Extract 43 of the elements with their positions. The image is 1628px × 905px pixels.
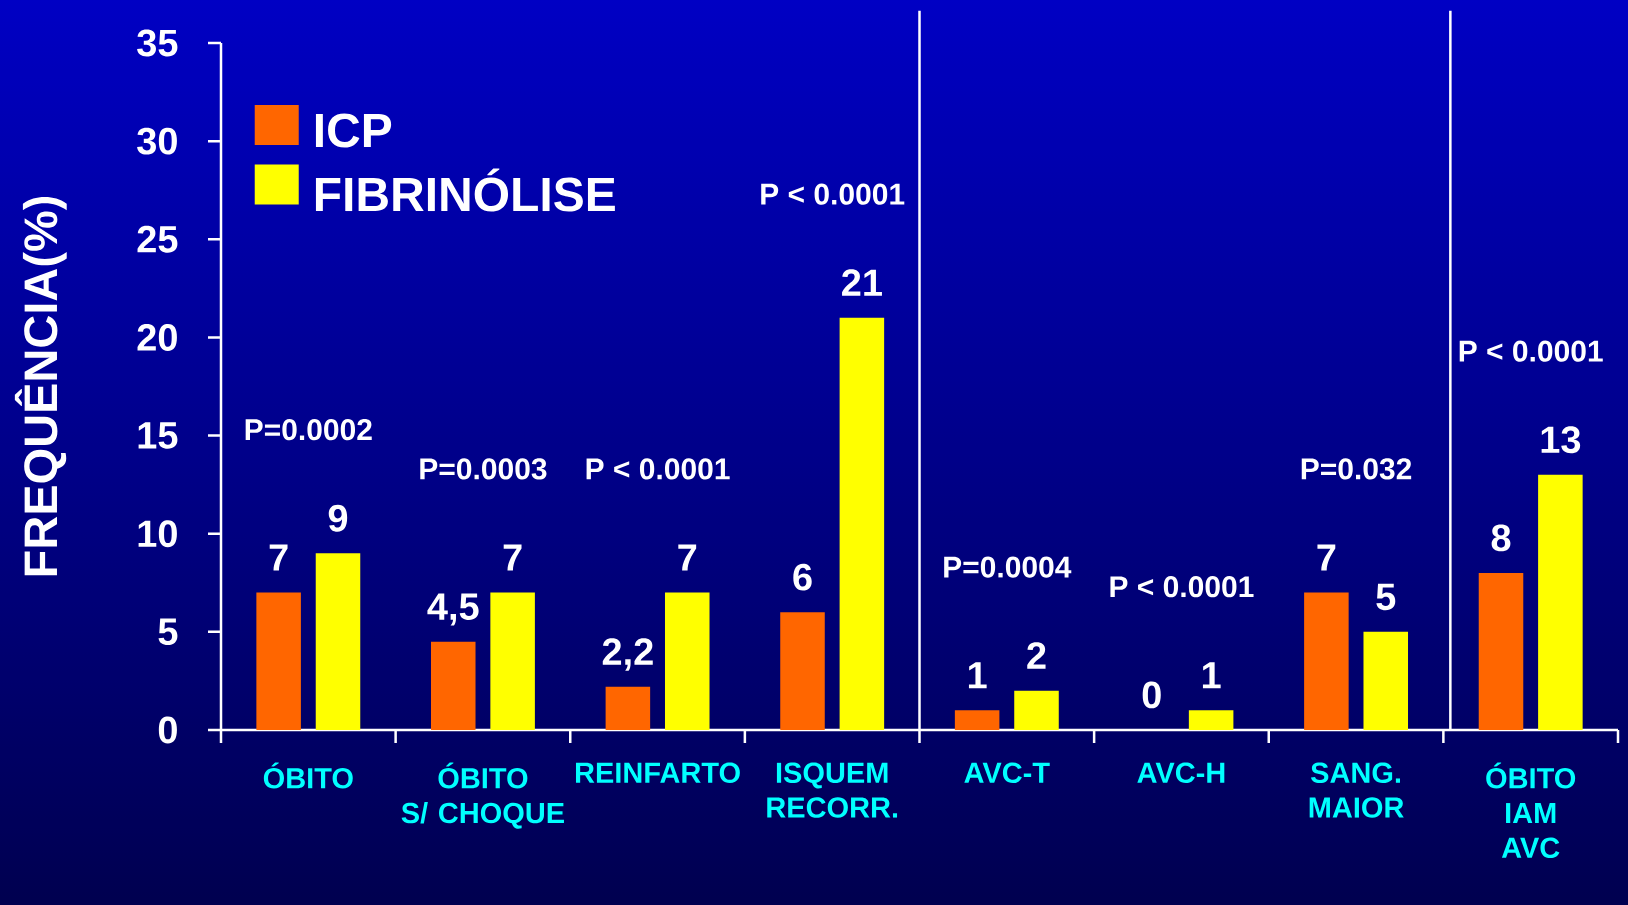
legend-label: FIBRINÓLISE: [315, 168, 615, 212]
annotation: P=0.032: [1301, 458, 1412, 480]
x-tick-label: AVC-H: [1137, 762, 1225, 784]
annotation: P < 0.0001: [586, 458, 730, 480]
annotation: P < 0.0001: [1459, 340, 1603, 362]
data-label: 9: [328, 504, 348, 532]
y-tick-label: 20: [137, 323, 177, 351]
y-tick-label: 10: [138, 520, 177, 548]
legend-label: ICP: [315, 113, 392, 148]
data-label: 21: [842, 269, 882, 296]
data-label: 7: [678, 544, 697, 571]
data-label: 6: [793, 563, 812, 591]
annotation: P=0.0003: [420, 458, 547, 480]
data-label: 7: [1317, 544, 1336, 571]
x-tick-label: AVC-T: [964, 762, 1050, 784]
annotation: P=0.0002: [245, 419, 372, 441]
data-label: 2,2: [602, 638, 653, 671]
y-tick-label: 5: [158, 618, 178, 646]
x-tick-label: ÓBITO IAM AVC: [1486, 762, 1576, 859]
x-tick-label: ÓBITO: [263, 762, 353, 789]
annotation: P < 0.0001: [761, 183, 905, 205]
data-label: 7: [269, 544, 288, 571]
annotation: P=0.0004: [944, 556, 1072, 578]
data-label: 8: [1491, 524, 1511, 552]
data-label: 5: [1376, 583, 1396, 611]
data-label: 1: [1202, 662, 1221, 689]
data-label: 0: [1142, 681, 1161, 709]
y-axis-title: FREQUÊNCIA(%): [14, 196, 67, 576]
x-tick-label: REINFARTO: [575, 762, 740, 784]
x-tick-label: ÓBITO S/ CHOQUE: [401, 762, 564, 829]
x-tick-label: SANG. MAIOR: [1309, 762, 1404, 818]
data-label: 13: [1541, 426, 1581, 454]
y-tick-label: 15: [138, 422, 178, 449]
y-tick-label: 25: [137, 225, 178, 253]
x-tick-label: ISQUEM RECORR.: [767, 762, 898, 818]
data-label: 1: [968, 662, 987, 689]
data-label: 2: [1027, 642, 1046, 669]
y-tick-label: 30: [137, 127, 177, 155]
annotation: P < 0.0001: [1110, 576, 1254, 598]
data-label: 4,5: [427, 593, 479, 626]
data-label: 7: [503, 544, 522, 571]
y-tick-label: 0: [158, 716, 177, 744]
y-tick-label: 35: [137, 29, 178, 57]
